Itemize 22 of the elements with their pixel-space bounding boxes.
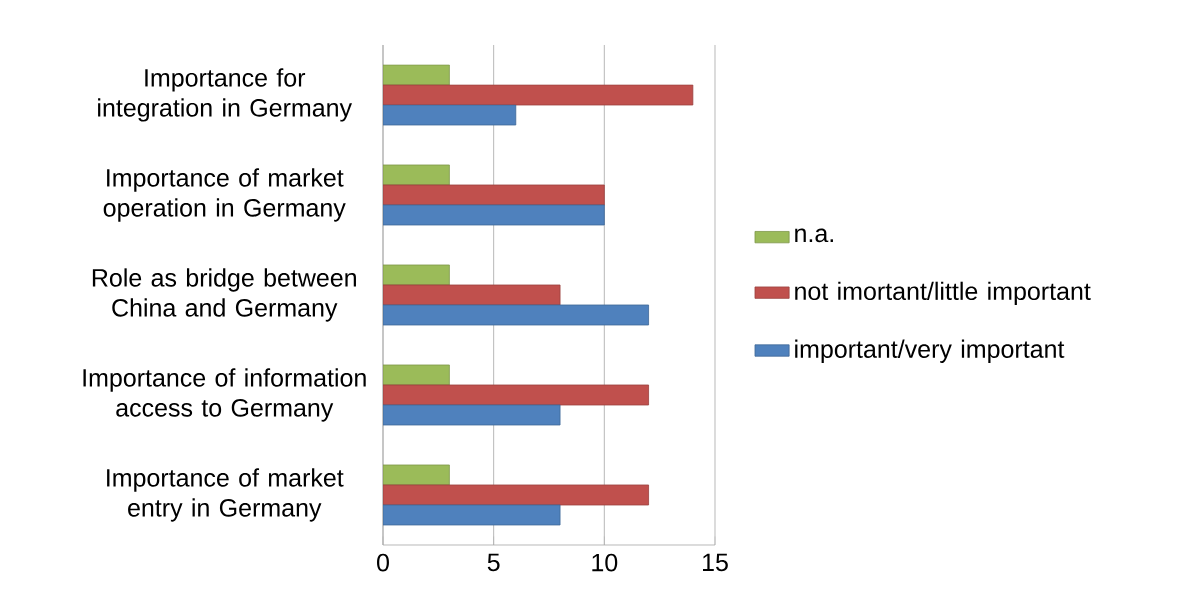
x-tick-label: 0 (377, 553, 389, 572)
x-tick-label: 15 (703, 553, 728, 572)
bar (383, 84, 694, 106)
legend-label: important/very important (795, 339, 1065, 363)
bar (383, 304, 649, 326)
bar (383, 184, 605, 206)
bar (383, 404, 561, 426)
y-tick-label: Importance of market entry in Germany (107, 468, 344, 522)
x-tick-label: 5 (487, 553, 500, 572)
legend-label: n.a. (795, 228, 833, 243)
bar (383, 504, 561, 526)
bar (383, 104, 517, 126)
y-tick-label: Role as bridge between China and Germany (92, 268, 356, 322)
y-tick-label: Importance for integration in Germany (98, 68, 352, 122)
y-tick-label: Importance of information access to Germany (83, 368, 366, 422)
x-tick-label: 10 (592, 553, 618, 572)
bar (383, 484, 649, 506)
bar (383, 284, 561, 306)
bar (383, 384, 649, 406)
bar (383, 204, 605, 226)
legend-label: not imortant/little important (795, 281, 1091, 306)
y-tick-label: Importance of market operation in Germany (103, 168, 346, 222)
